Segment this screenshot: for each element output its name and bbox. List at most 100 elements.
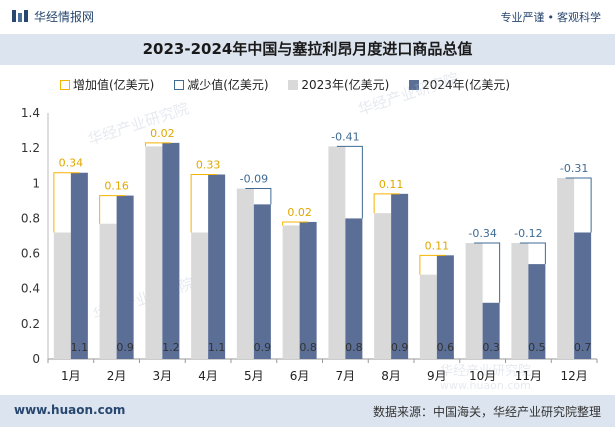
bar-2024: [528, 264, 546, 359]
change-label: 0.34: [59, 157, 84, 170]
bar-2023: [328, 146, 346, 359]
legend-decrease-label: 减少值(亿美元): [187, 78, 269, 92]
x-tick-label: 5月: [244, 369, 264, 383]
y-tick-label: 1.2: [21, 141, 40, 155]
tagline-right: 客观科学: [557, 11, 601, 24]
legend-increase[interactable]: 增加值(亿美元): [60, 76, 154, 93]
legend-2024-swatch: [409, 80, 420, 90]
watermark-url: www.huaon.com: [440, 379, 531, 392]
bar-2023: [419, 274, 437, 359]
footer-site-link[interactable]: www.huaon.com: [14, 403, 126, 417]
change-label: 0.02: [150, 127, 175, 140]
bar-2024: [345, 218, 363, 359]
change-label: -0.34: [468, 227, 496, 240]
bar-value-label: 0.3: [482, 341, 500, 354]
brand-name: 华经情报网: [34, 10, 95, 24]
bar-2024: [116, 195, 134, 359]
increase-bracket: [373, 193, 400, 214]
x-tick-label: 3月: [153, 369, 173, 383]
increase-bracket: [190, 174, 217, 233]
y-tick-label: 0.6: [21, 247, 40, 261]
y-tick-label: 0: [32, 352, 40, 366]
x-tick-label: 1月: [61, 369, 81, 383]
bar-2024: [482, 302, 500, 359]
legend-decrease-swatch: [174, 80, 185, 90]
change-label: -0.41: [331, 130, 359, 143]
bar-2024: [253, 204, 271, 359]
watermark-text: 华经产业研究院: [356, 69, 461, 119]
legend-2023-swatch: [288, 80, 299, 90]
bar-2023: [236, 188, 254, 359]
x-tick-label: 4月: [198, 369, 218, 383]
y-tick-label: 0.4: [21, 282, 40, 296]
legend-increase-label: 增加值(亿美元): [73, 78, 155, 92]
tagline: 专业严谨 • 客观科学: [501, 9, 602, 25]
bar-value-label: 1.2: [162, 341, 180, 354]
bar-value-label: 0.9: [116, 341, 134, 354]
tagline-left: 专业严谨: [500, 11, 545, 24]
change-label: 0.02: [287, 206, 312, 219]
bar-2024: [162, 142, 180, 359]
change-label: -0.31: [560, 162, 588, 175]
x-tick-label: 6月: [290, 369, 310, 383]
change-label: 0.33: [196, 159, 221, 172]
decrease-bracket: [245, 188, 272, 205]
x-tick-label: 11月: [515, 369, 542, 383]
legend-increase-swatch: [60, 80, 70, 90]
bar-2024: [436, 255, 454, 359]
bar-2023: [511, 243, 529, 359]
decrease-bracket: [474, 242, 501, 303]
bar-value-label: 0.7: [574, 341, 592, 354]
legend-2024[interactable]: 2024年(亿美元): [409, 76, 510, 93]
bar-2024: [208, 174, 226, 359]
bar-value-label: 1.1: [71, 341, 89, 354]
bar-2023: [145, 146, 163, 359]
bar-2024: [574, 232, 592, 359]
increase-bracket: [282, 221, 309, 226]
bar-value-label: 0.6: [437, 341, 455, 354]
y-tick-label: 1: [32, 176, 40, 190]
legend-decrease[interactable]: 减少值(亿美元): [174, 76, 269, 93]
bar-value-label: 0.9: [391, 341, 409, 354]
bar-2024: [299, 221, 317, 359]
bar-2023: [374, 213, 392, 359]
x-tick-label: 10月: [469, 369, 496, 383]
bar-2023: [191, 232, 209, 359]
y-tick-label: 0.8: [21, 211, 40, 225]
legend-2023-label: 2023年(亿美元): [301, 78, 390, 92]
x-tick-label: 8月: [381, 369, 401, 383]
bar-2023: [465, 243, 483, 359]
footer: www.huaon.com 数据来源：中国海关，华经产业研究院整理: [0, 395, 615, 427]
x-tick-label: 12月: [560, 369, 587, 383]
change-label: -0.09: [240, 173, 268, 186]
legend-2023[interactable]: 2023年(亿美元): [288, 76, 389, 93]
decrease-bracket: [519, 242, 546, 265]
watermark-text: 华经产业研究院: [86, 99, 191, 149]
bar-2023: [557, 178, 575, 359]
bar-2024: [70, 172, 88, 359]
bar-value-label: 0.8: [345, 341, 363, 354]
bar-value-label: 0.5: [528, 341, 546, 354]
watermark-text: 华经产业研究院: [440, 364, 531, 379]
y-tick-label: 1.4: [21, 106, 40, 120]
legend-2024-label: 2024年(亿美元): [422, 78, 511, 92]
brand-logo-icon: [12, 10, 28, 22]
change-label: 0.11: [425, 239, 450, 252]
axes: 0 0.2 0.4 0.6 0.8 1 1.2 1.4 1月 2月 3月 4月 5月 6月 7月 8月 9月 10…: [21, 106, 598, 383]
change-label: 0.16: [104, 180, 129, 193]
bar-value-label: 1.1: [208, 341, 226, 354]
decrease-bracket: [565, 177, 592, 233]
bar-2024: [391, 193, 409, 359]
change-brackets: [53, 142, 592, 303]
chart-title: 2023-2024年中国与塞拉利昂月度进口商品总值: [0, 34, 615, 65]
brand[interactable]: 华经情报网: [12, 8, 94, 25]
bar-value-label: 0.8: [299, 341, 317, 354]
bar-2023: [282, 225, 300, 359]
x-tick-label: 2月: [107, 369, 127, 383]
data-labels: 1.1 0.34 0.9 0.16 1.2 0.02 1.1 0.33 0.9 -0.09 0.8 0…: [59, 127, 592, 354]
y-tick-label: 0.2: [21, 317, 40, 331]
increase-bracket: [53, 172, 80, 233]
change-label: -0.12: [514, 227, 542, 240]
change-label: 0.11: [379, 178, 404, 191]
bullet-icon: •: [547, 11, 555, 24]
